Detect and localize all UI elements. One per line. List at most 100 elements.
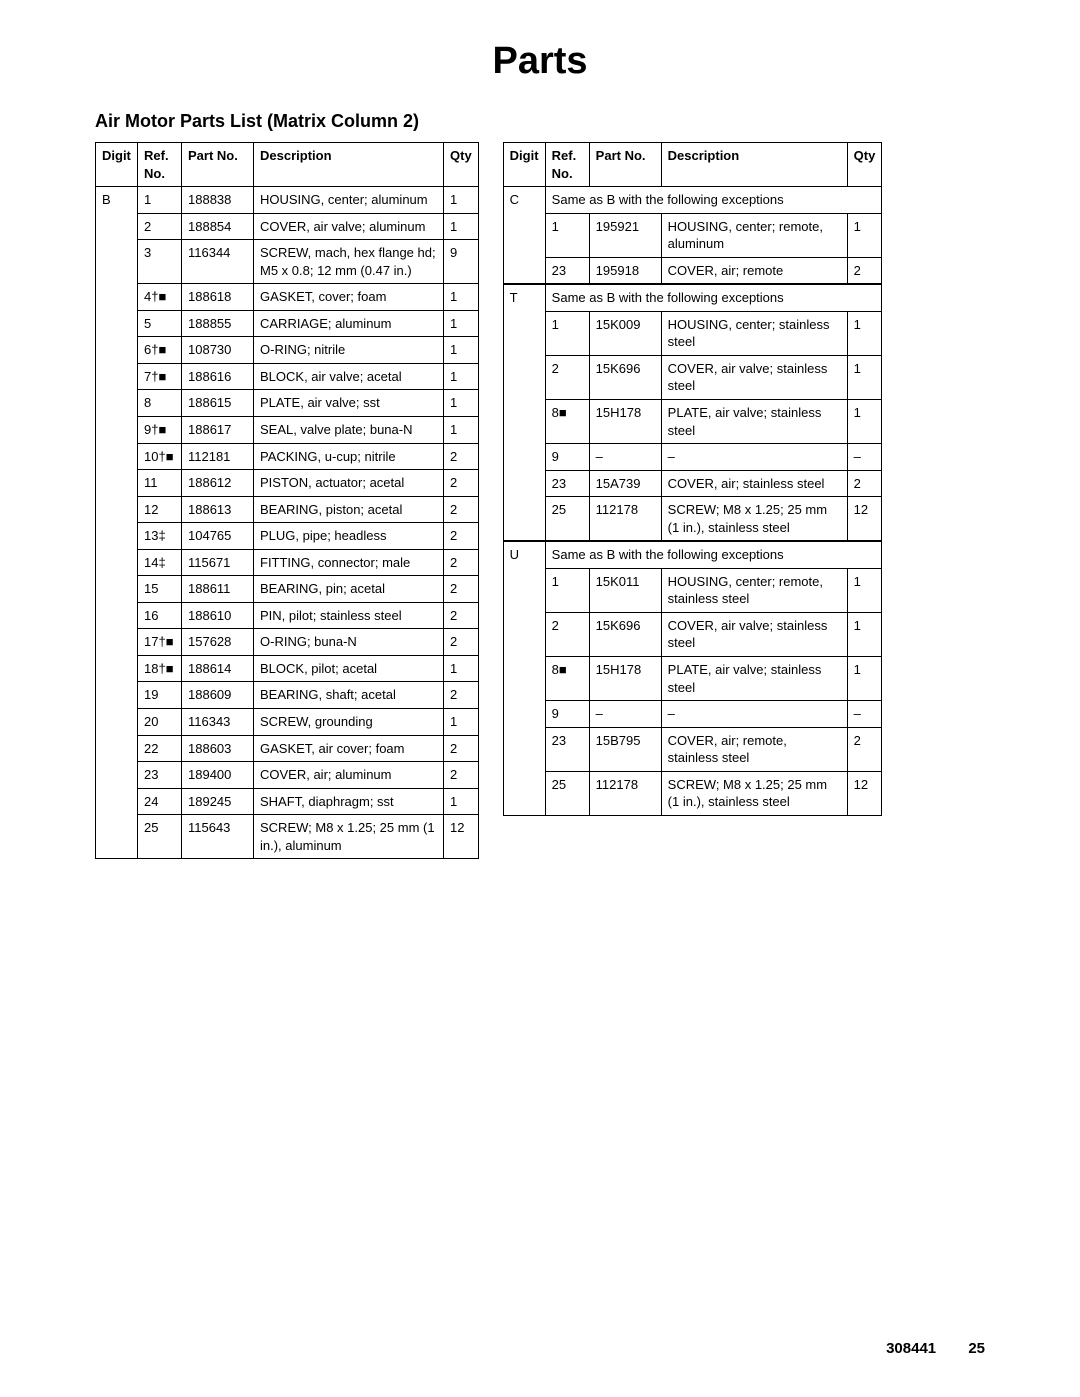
table-row: 6†■108730O-RING; nitrile1 [96,337,479,364]
description-cell: PISTON, actuator; acetal [254,470,444,497]
qty-cell: – [847,444,882,471]
table-row: 9––– [503,701,882,728]
ref-no-cell: 23 [545,727,589,771]
page-number: 25 [968,1340,985,1357]
part-no-cell: 188615 [182,390,254,417]
part-no-cell: 15H178 [589,400,661,444]
qty-cell: 2 [444,523,479,550]
table-row: 16188610PIN, pilot; stainless steel2 [96,602,479,629]
ref-no-cell: 9 [545,444,589,471]
col-part-no: Part No. [589,143,661,187]
ref-no-cell: 1 [545,213,589,257]
qty-cell: 1 [444,310,479,337]
ref-no-cell: 2 [545,612,589,656]
part-no-cell: 188854 [182,213,254,240]
col-ref-no: Ref. No. [138,143,182,187]
description-cell: SCREW, mach, hex flange hd; M5 x 0.8; 12… [254,240,444,284]
table-row: 11188612PISTON, actuator; acetal2 [96,470,479,497]
part-no-cell: 15K009 [589,311,661,355]
part-no-cell: – [589,444,661,471]
qty-cell: – [847,701,882,728]
part-no-cell: 157628 [182,629,254,656]
qty-cell: 12 [444,815,479,859]
table-row: 215K696COVER, air valve; stainless steel… [503,355,882,399]
ref-no-cell: 24 [138,788,182,815]
description-cell: O-RING; buna-N [254,629,444,656]
description-cell: COVER, air; aluminum [254,762,444,789]
description-cell: PLUG, pipe; headless [254,523,444,550]
col-digit: Digit [503,143,545,187]
table-row: 215K696COVER, air valve; stainless steel… [503,612,882,656]
table-row: 1195921HOUSING, center; remote, aluminum… [503,213,882,257]
description-cell: BEARING, shaft; acetal [254,682,444,709]
qty-cell: 1 [847,612,882,656]
qty-cell: 2 [444,602,479,629]
qty-cell: 1 [847,400,882,444]
col-part-no: Part No. [182,143,254,187]
table-row: 5188855CARRIAGE; aluminum1 [96,310,479,337]
qty-cell: 1 [847,657,882,701]
qty-cell: 12 [847,497,882,542]
col-qty: Qty [847,143,882,187]
table-row: 24189245SHAFT, diaphragm; sst1 [96,788,479,815]
description-cell: SCREW, grounding [254,709,444,736]
ref-no-cell: 8 [138,390,182,417]
qty-cell: 2 [444,443,479,470]
ref-no-cell: 19 [138,682,182,709]
part-no-cell: 116344 [182,240,254,284]
description-cell: SCREW; M8 x 1.25; 25 mm (1 in.), aluminu… [254,815,444,859]
section-note-row: TSame as B with the following exceptions [503,284,882,311]
qty-cell: 2 [444,470,479,497]
qty-cell: 1 [444,709,479,736]
subtitle: Air Motor Parts List (Matrix Column 2) [95,111,985,132]
part-no-cell: 116343 [182,709,254,736]
ref-no-cell: 5 [138,310,182,337]
table-row: 25112178SCREW; M8 x 1.25; 25 mm (1 in.),… [503,771,882,815]
digit-cell: T [503,284,545,541]
description-cell: COVER, air; stainless steel [661,470,847,497]
ref-no-cell: 20 [138,709,182,736]
right-table: Digit Ref. No. Part No. Description Qty … [503,142,883,816]
table-row: 23189400COVER, air; aluminum2 [96,762,479,789]
ref-no-cell: 2 [545,355,589,399]
description-cell: BEARING, pin; acetal [254,576,444,603]
qty-cell: 1 [847,213,882,257]
description-cell: COVER, air; remote, stainless steel [661,727,847,771]
table-row: 22188603GASKET, air cover; foam2 [96,735,479,762]
part-no-cell: 15K011 [589,568,661,612]
table-row: 9†■188617SEAL, valve plate; buna-N1 [96,417,479,444]
col-description: Description [254,143,444,187]
qty-cell: 2 [444,629,479,656]
ref-no-cell: 23 [545,470,589,497]
description-cell: SEAL, valve plate; buna-N [254,417,444,444]
table-row: 18†■188614BLOCK, pilot; acetal1 [96,655,479,682]
table-row: 115K011HOUSING, center; remote, stainles… [503,568,882,612]
part-no-cell: 15K696 [589,612,661,656]
description-cell: SHAFT, diaphragm; sst [254,788,444,815]
part-no-cell: 188618 [182,284,254,311]
ref-no-cell: 4†■ [138,284,182,311]
ref-no-cell: 1 [545,568,589,612]
ref-no-cell: 1 [545,311,589,355]
qty-cell: 1 [444,213,479,240]
table-header-row: Digit Ref. No. Part No. Description Qty [503,143,882,187]
ref-no-cell: 12 [138,496,182,523]
digit-cell: U [503,541,545,815]
part-no-cell: 188838 [182,187,254,214]
description-cell: HOUSING, center; stainless steel [661,311,847,355]
part-no-cell: 15H178 [589,657,661,701]
description-cell: PLATE, air valve; sst [254,390,444,417]
part-no-cell: 188614 [182,655,254,682]
part-no-cell: 188613 [182,496,254,523]
description-cell: HOUSING, center; aluminum [254,187,444,214]
table-row: 13‡104765PLUG, pipe; headless2 [96,523,479,550]
part-no-cell: – [589,701,661,728]
section-note-cell: Same as B with the following exceptions [545,284,882,311]
table-row: 8■15H178PLATE, air valve; stainless stee… [503,400,882,444]
table-row: 7†■188616BLOCK, air valve; acetal1 [96,363,479,390]
page: Parts Air Motor Parts List (Matrix Colum… [0,0,1080,859]
page-footer: 308441 25 [886,1340,985,1357]
description-cell: COVER, air valve; stainless steel [661,612,847,656]
part-no-cell: 189400 [182,762,254,789]
part-no-cell: 188855 [182,310,254,337]
